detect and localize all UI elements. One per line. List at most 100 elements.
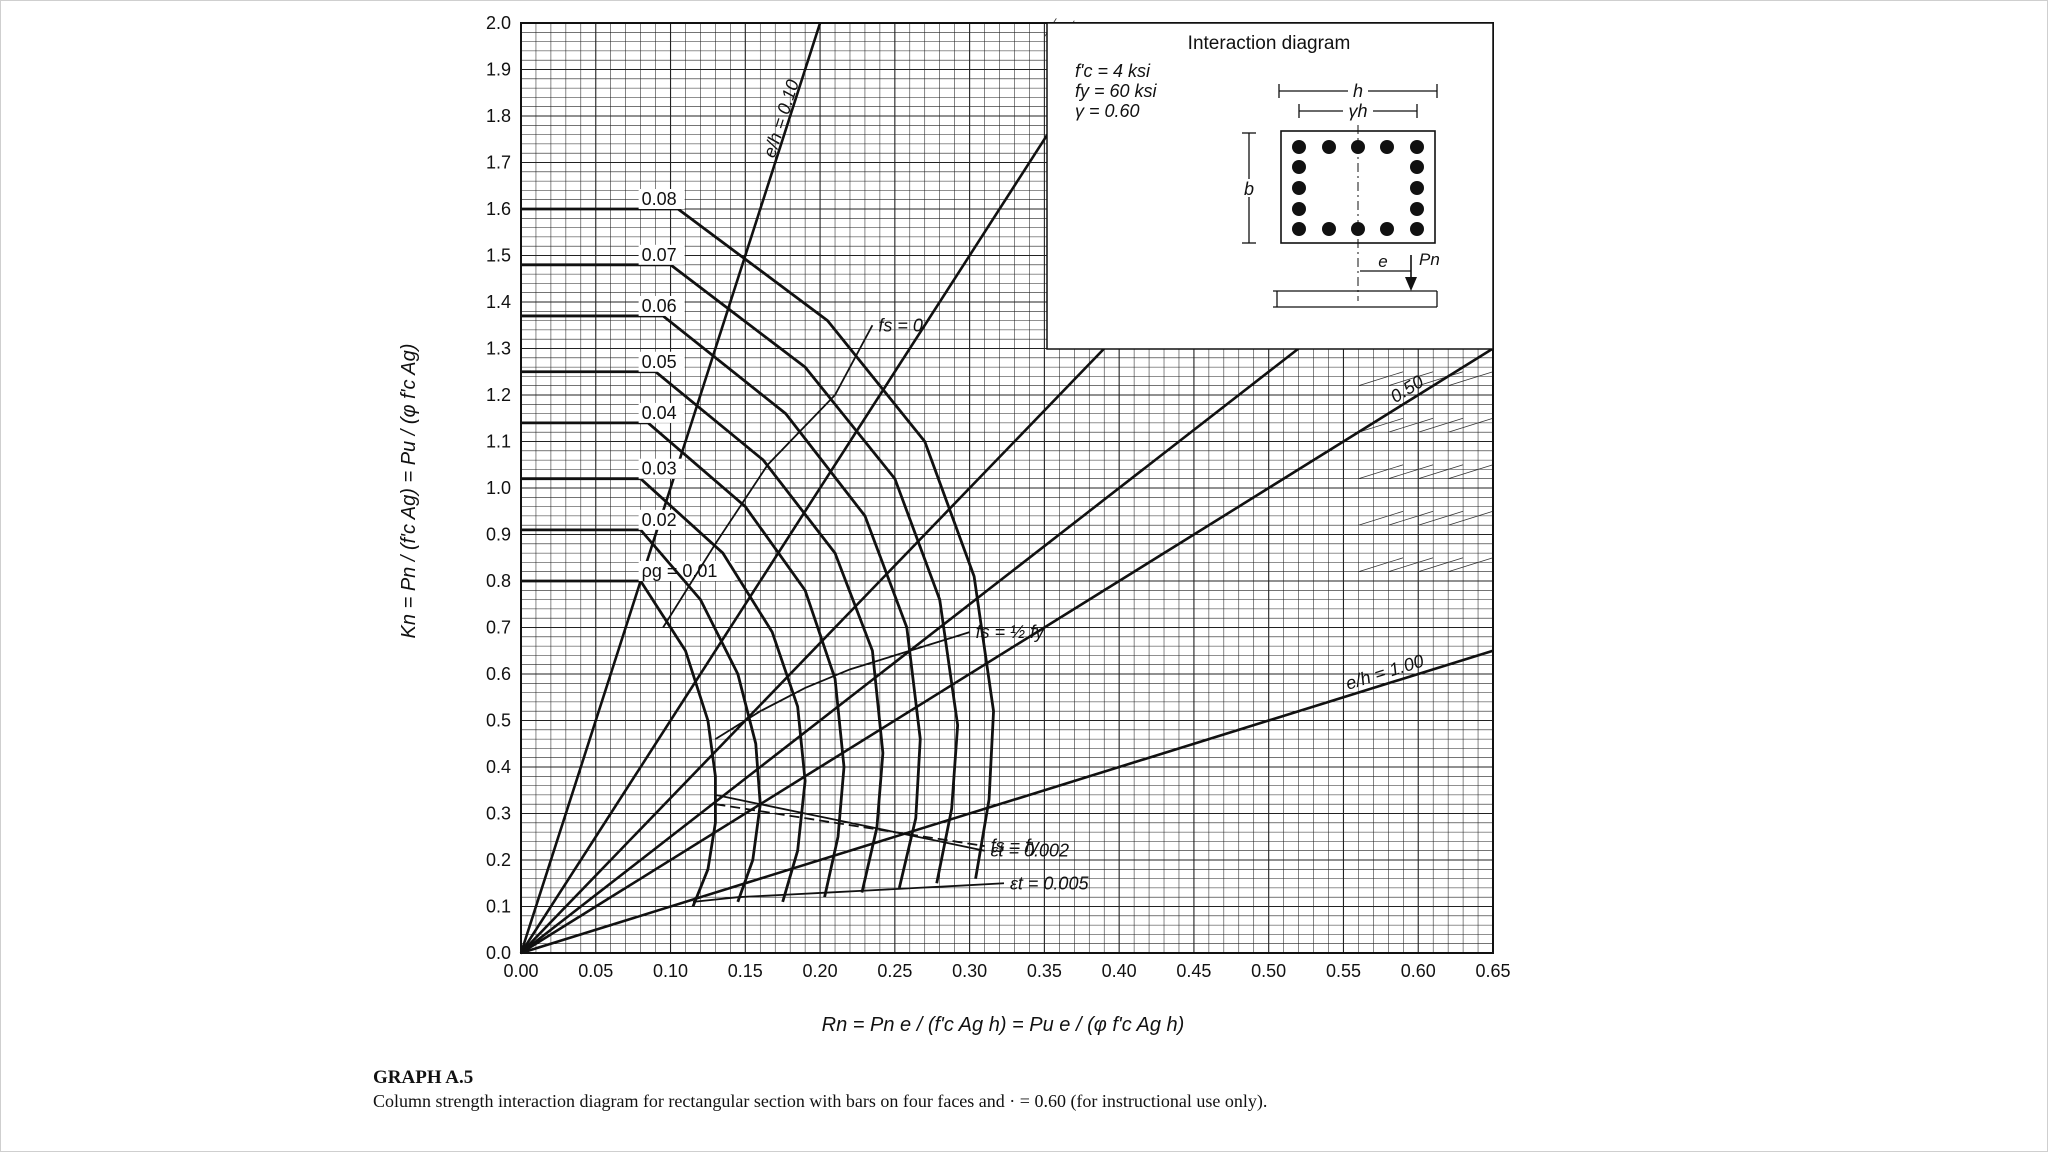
x-tick-label: 0.20 (803, 961, 838, 981)
rebar-dot (1380, 222, 1394, 236)
x-tick-label: 0.40 (1102, 961, 1137, 981)
eccentricity-line (519, 22, 822, 954)
rho-label-bg (638, 561, 735, 581)
fc-label: f'c = 4 ksi (1075, 61, 1151, 81)
rebar-dot (1410, 160, 1424, 174)
fy-label: fy = 60 ksi (1075, 81, 1158, 101)
rho-label-bg (638, 509, 685, 530)
hatch-mark (1358, 557, 1404, 573)
hatch-mark (1388, 557, 1434, 573)
hatch-mark (1358, 510, 1404, 526)
caption-text: Column strength interaction diagram for … (373, 1091, 1268, 1111)
x-tick-label: 0.45 (1176, 961, 1211, 981)
rho-label: 0.02 (642, 510, 677, 530)
x-tick-label: 0.65 (1475, 961, 1510, 981)
rho-curve (521, 207, 995, 879)
y-tick-label: 0.9 (486, 525, 511, 545)
eccentricity-line (520, 649, 1494, 955)
hatch-mark (1418, 417, 1464, 433)
rebar-dot (1410, 202, 1424, 216)
x-tick-label: 0.10 (653, 961, 688, 981)
hatch-mark (1418, 464, 1464, 480)
hatch-mark (1388, 417, 1434, 433)
eccentricity-label: e/h = 0.10 (759, 77, 803, 160)
hatch-mark (1358, 371, 1404, 387)
rebar-dot (1351, 222, 1365, 236)
y-tick-label: 1.3 (486, 339, 511, 359)
rho-label: 0.05 (642, 352, 677, 372)
strain-label: εt = 0.005 (1010, 873, 1089, 893)
x-tick-label: 0.30 (952, 961, 987, 981)
rebar-dot (1292, 160, 1306, 174)
x-tick-label: 0.15 (728, 961, 763, 981)
dim-h-label-bg (1348, 81, 1368, 99)
rebar-dot (1292, 222, 1306, 236)
rho-label-bg (638, 402, 685, 423)
rebar-dot (1322, 140, 1336, 154)
y-tick-label: 0.0 (486, 943, 511, 963)
hatch-mark (1448, 371, 1494, 387)
rebar-dot (1292, 202, 1306, 216)
rho-curve (521, 579, 717, 908)
hatch-mark (1358, 417, 1404, 433)
y-tick-label: 0.2 (486, 850, 511, 870)
rho-curve (521, 528, 762, 903)
eccentricity-line (519, 22, 1121, 954)
hatch-mark (1358, 464, 1404, 480)
rebar-dot (1410, 222, 1424, 236)
rho-curve (521, 477, 807, 903)
hatch-mark (1448, 417, 1494, 433)
rebar-dot (1380, 140, 1394, 154)
axes: 0.00 0.05 0.10 0.15 0.20 0.25 0.30 0.35 0.40 0.45… (486, 13, 1511, 981)
rho-label: 0.03 (642, 459, 677, 479)
hatch-mark (1388, 464, 1434, 480)
inset-title: Interaction diagram (1188, 33, 1351, 54)
y-tick-label: 0.3 (486, 804, 511, 824)
strain-line (714, 631, 970, 740)
rebar-dot (1292, 181, 1306, 195)
eccentricity-label: e/h = 1.00 (1343, 651, 1426, 694)
x-tick-label: 0.60 (1401, 961, 1436, 981)
hatch-mark (1418, 371, 1464, 387)
rho-label: 0.04 (642, 403, 677, 423)
dim-b-label-bg (1239, 179, 1259, 197)
rho-label-bg (638, 244, 685, 265)
strain-label: fs = 0 (878, 315, 923, 335)
y-axis-title: Kn = Pn / (f'c Ag) = Pu / (φ f'c Ag) (398, 344, 420, 639)
axis-titles: Rn = Pn e / (f'c Ag h) = Pu e / (φ f'c A… (398, 344, 1184, 1036)
eccentricity-line (520, 347, 1494, 955)
hatch-mark (1388, 510, 1434, 526)
x-tick-label: 0.50 (1251, 961, 1286, 981)
x-axis-title: Rn = Pn e / (f'c Ag h) = Pu e / (φ f'c A… (822, 1014, 1185, 1036)
x-tick-label: 0.55 (1326, 961, 1361, 981)
dim-b-label: b (1244, 179, 1254, 199)
strain-line (692, 882, 1005, 903)
hatch-mark (1388, 371, 1434, 387)
rho-curve (521, 370, 885, 893)
strain-label: fs = ½ fy (976, 622, 1046, 642)
y-tick-label: 2.0 (486, 13, 511, 33)
x-tick-label: 0.25 (877, 961, 912, 981)
rebar-dot (1292, 140, 1306, 154)
x-tick-label: 0.00 (503, 961, 538, 981)
rho-curve (521, 263, 960, 884)
rho-label: 0.07 (642, 245, 677, 265)
rebar-dot (1410, 140, 1424, 154)
rho-curve (521, 421, 846, 898)
rho-label: 0.06 (642, 296, 677, 316)
dim-gh-label-bg (1343, 101, 1373, 119)
axes-frame (520, 22, 1494, 954)
load-label: Pn (1419, 250, 1440, 269)
rho-label-bg (638, 351, 685, 372)
hatch-mark (1448, 510, 1494, 526)
hatch-mark (1448, 557, 1494, 573)
rebar-dot (1410, 181, 1424, 195)
y-tick-label: 0.7 (486, 618, 511, 638)
caption-title: GRAPH A.5 (373, 1067, 474, 1088)
y-tick-label: 1.1 (486, 432, 511, 452)
section-inset: Interaction diagram f'c = 4 ksi fy = 60 … (1046, 22, 1494, 350)
y-tick-label: 0.1 (486, 897, 511, 917)
strain-line (662, 324, 874, 628)
rho-label: ρg = 0.01 (642, 561, 718, 581)
